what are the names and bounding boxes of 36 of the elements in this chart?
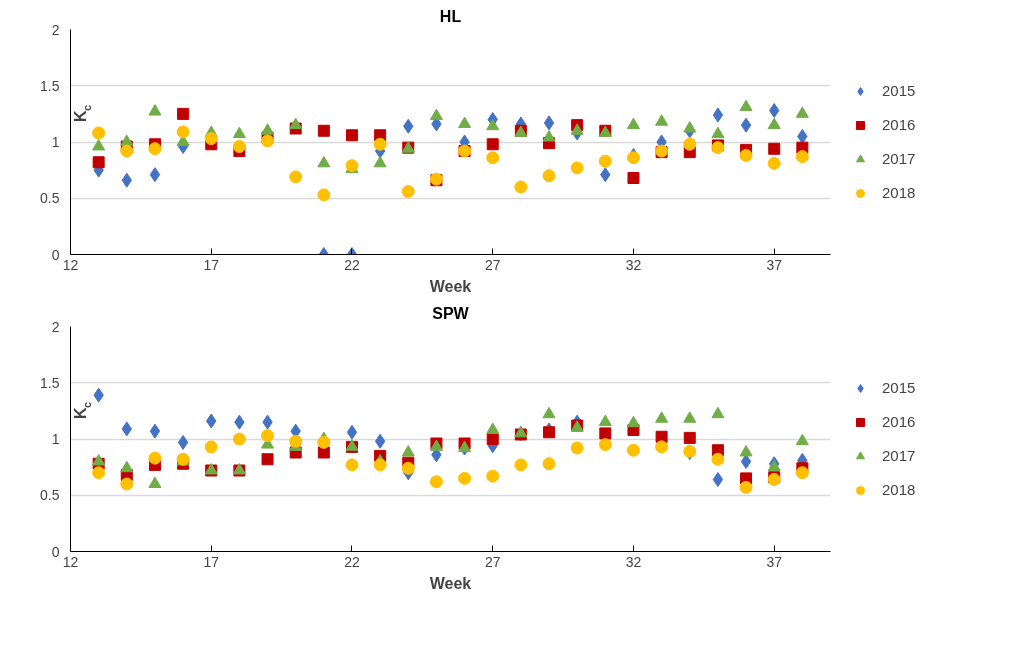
x-axis-title: Week: [429, 574, 472, 592]
x-tick-label: 32: [625, 256, 642, 273]
x-tick-label: 22: [344, 256, 360, 273]
x-tick-label: 27: [484, 553, 501, 570]
y-tick-label: 1.5: [40, 374, 60, 391]
legend-label: 2016: [882, 116, 916, 133]
legend-label: 2017: [882, 150, 916, 167]
legend-label: 2017: [882, 447, 916, 464]
legend-label: 2018: [882, 481, 916, 498]
y-tick-label: 1: [51, 134, 60, 150]
x-tick-label: 12: [62, 256, 79, 273]
chart-title: HL: [439, 7, 462, 25]
y-tick-label: 0.5: [40, 190, 60, 207]
x-tick-label: 37: [766, 256, 783, 273]
y-axis-title: Kc: [71, 401, 93, 419]
y-tick-label: 0: [51, 246, 60, 263]
y-tick-label: 1.5: [40, 77, 60, 94]
x-tick-label: 17: [203, 256, 220, 273]
y-tick-label: 0: [51, 543, 60, 560]
x-tick-label: 22: [344, 553, 360, 570]
legend-label: 2018: [882, 184, 916, 201]
x-axis-title: Week: [429, 277, 472, 295]
x-tick-label: 37: [766, 553, 783, 570]
y-tick-label: 0.5: [40, 487, 60, 504]
chart-title: SPW: [432, 304, 470, 322]
legend-label: 2016: [882, 413, 916, 430]
x-tick-label: 17: [203, 553, 220, 570]
y-axis-title: Kc: [71, 104, 93, 122]
legend-label: 2015: [882, 379, 916, 396]
y-tick-label: 2: [51, 318, 60, 335]
y-tick-label: 1: [51, 431, 60, 447]
x-tick-label: 27: [484, 256, 501, 273]
x-tick-label: 12: [62, 553, 79, 570]
y-tick-label: 2: [51, 21, 60, 38]
legend-label: 2015: [882, 82, 916, 99]
x-tick-label: 32: [625, 553, 642, 570]
